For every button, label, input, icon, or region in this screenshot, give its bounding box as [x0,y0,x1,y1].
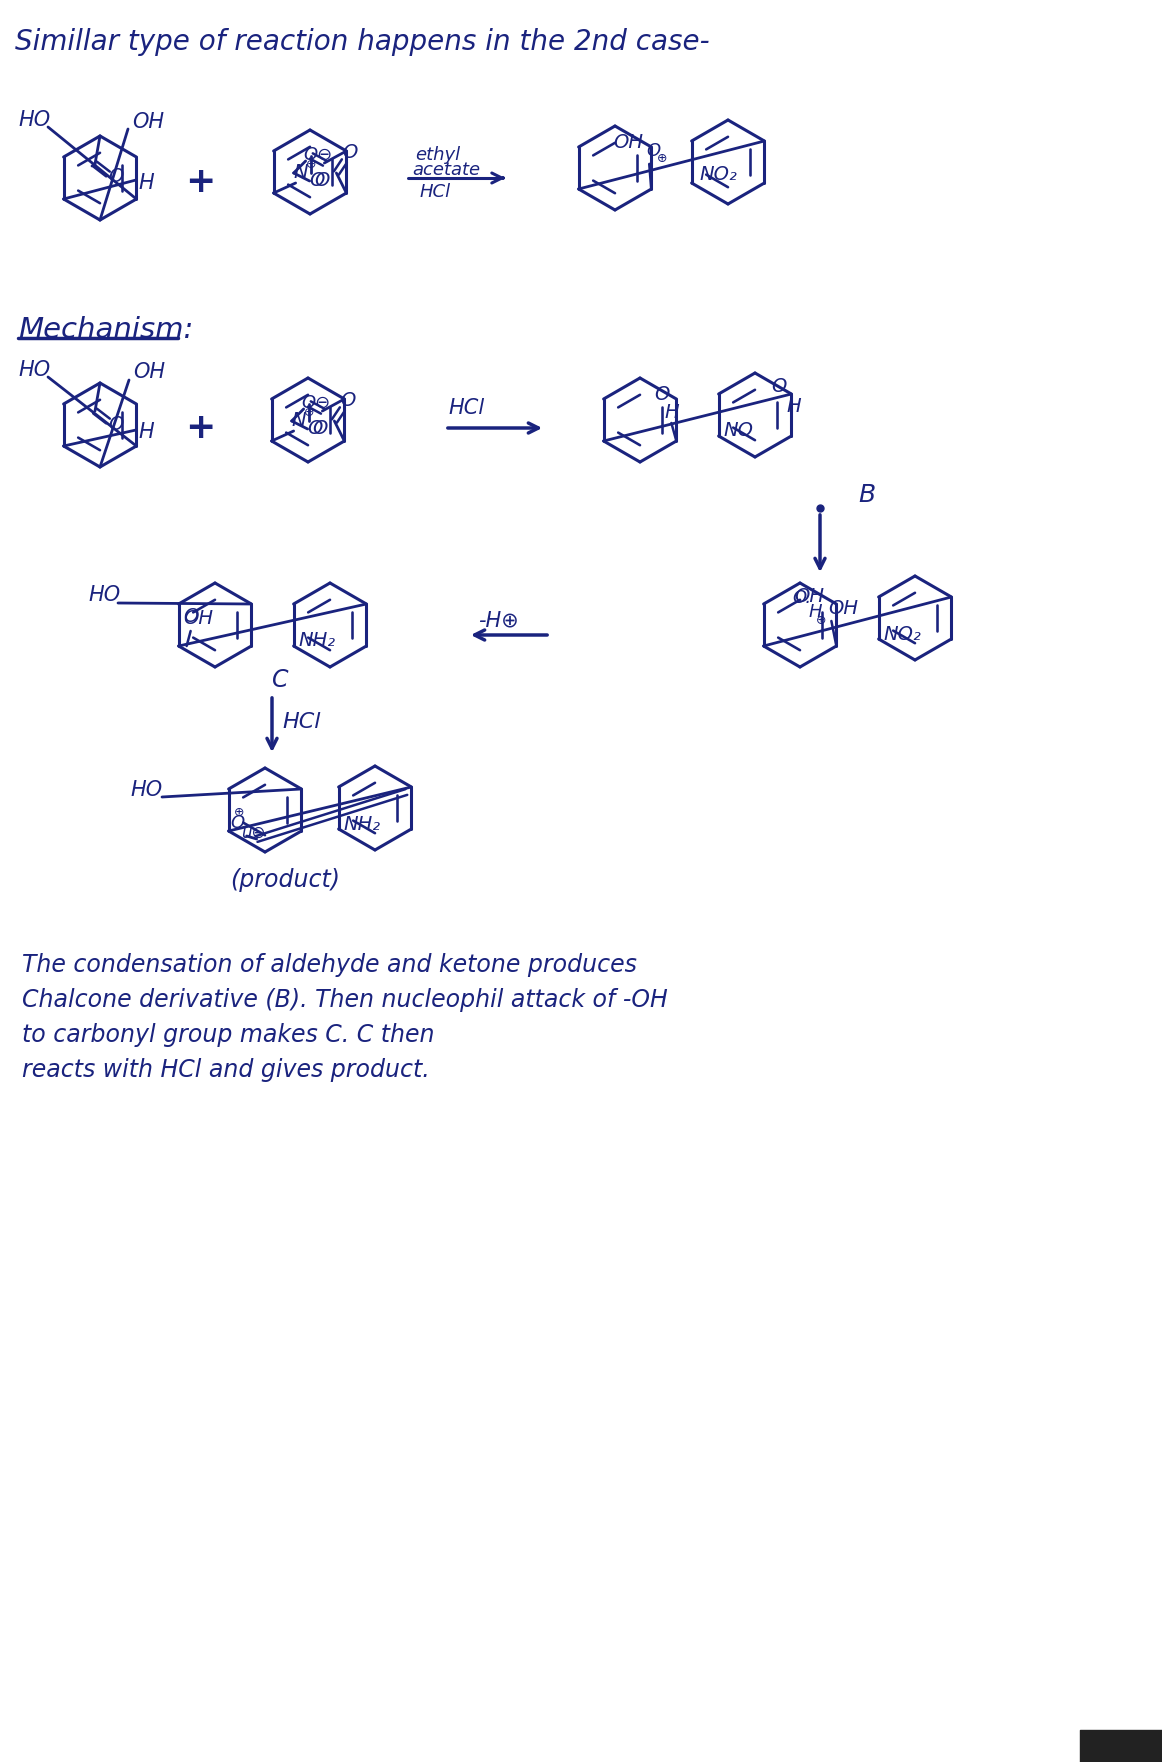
Text: N: N [292,412,307,430]
Text: N: N [294,164,308,183]
Text: OH: OH [829,599,859,617]
Text: -H⊕: -H⊕ [478,610,518,631]
Text: NH₂: NH₂ [299,631,336,650]
Text: O⊖: O⊖ [302,395,331,412]
Text: Simillar type of reaction happens in the 2nd case-: Simillar type of reaction happens in the… [15,28,710,56]
Text: u⊖: u⊖ [241,825,265,842]
Text: O: O [340,391,356,411]
Text: NO: NO [724,421,754,440]
Text: O: O [313,419,328,439]
Text: (product): (product) [230,869,340,892]
Text: O: O [343,143,358,162]
Text: HCl: HCl [449,398,485,418]
Text: NO₂: NO₂ [700,166,738,185]
Text: OH: OH [614,132,644,152]
Text: Chalcone derivative (B). Then nucleophil attack of -OH: Chalcone derivative (B). Then nucleophil… [22,988,668,1011]
Text: NO₂: NO₂ [883,624,921,643]
Text: O: O [308,419,323,439]
Text: OH: OH [184,608,214,627]
Text: +: + [185,166,215,199]
Text: ⊕: ⊕ [817,615,827,627]
Text: acetate: acetate [413,160,480,180]
Text: HCl: HCl [419,183,451,201]
Text: HO: HO [17,109,50,130]
Text: O: O [230,814,245,832]
Text: ⊕: ⊕ [658,153,668,166]
Text: Mechanism:: Mechanism: [17,315,193,344]
Text: O: O [108,166,123,185]
Text: The condensation of aldehyde and ketone produces: The condensation of aldehyde and ketone … [22,953,637,976]
Text: to carbonyl group makes C. C then: to carbonyl group makes C. C then [22,1024,435,1047]
Text: HCl: HCl [282,712,321,731]
Text: O: O [184,606,199,626]
Text: ⊕: ⊕ [234,807,244,819]
Text: ⊕: ⊕ [306,159,316,171]
Text: OH: OH [795,587,824,606]
Text: O: O [772,377,787,395]
Text: H: H [809,603,822,620]
Text: ⊕: ⊕ [303,407,314,419]
Text: O: O [309,171,325,190]
Text: B: B [858,483,875,507]
Text: H: H [787,396,801,416]
Text: C: C [272,668,288,692]
Text: O.: O. [792,589,811,606]
Text: HO: HO [88,585,120,604]
Text: NH₂: NH₂ [344,814,381,833]
Text: H: H [138,173,153,194]
Text: OH: OH [132,361,165,382]
Text: H: H [665,403,679,423]
Text: O: O [654,384,669,403]
Text: HO: HO [130,781,163,800]
Text: ethyl: ethyl [415,146,460,164]
Text: O: O [315,171,330,190]
Text: HO: HO [17,359,50,381]
Text: reacts with HCl and gives product.: reacts with HCl and gives product. [22,1057,430,1082]
Text: +: + [185,411,215,446]
Text: OH: OH [132,113,164,132]
Text: O: O [108,416,123,435]
Text: H: H [138,423,153,442]
Text: O⊖: O⊖ [303,146,332,164]
Text: O: O [646,143,660,160]
